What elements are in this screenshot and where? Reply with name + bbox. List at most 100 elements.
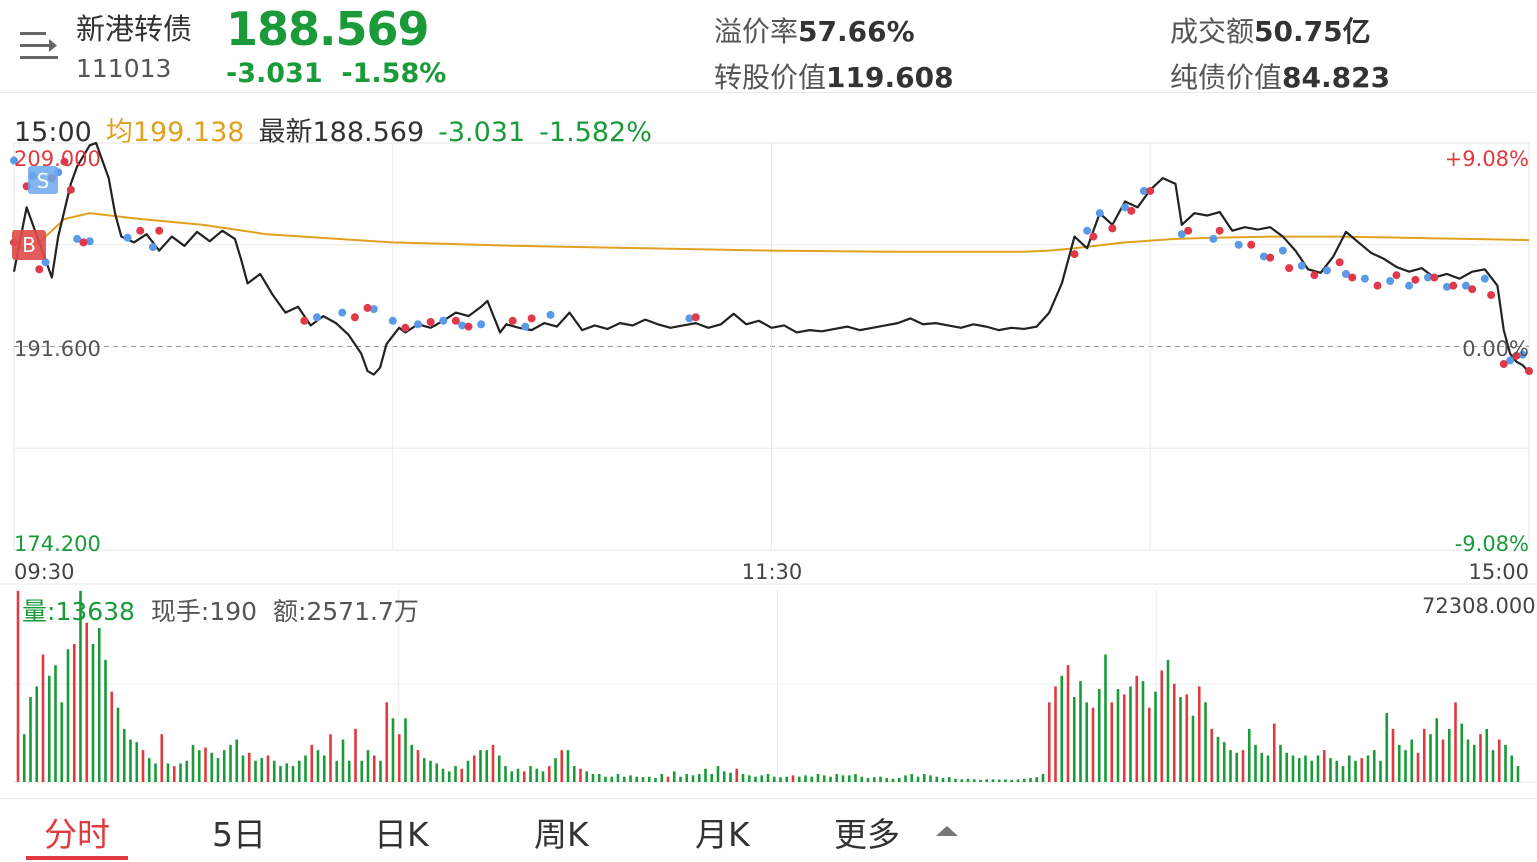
turnover: 成交额50.75亿 [1170, 10, 1371, 50]
sell-trade-point [1424, 273, 1432, 282]
volume-bar [585, 771, 589, 782]
volume-bar [172, 766, 176, 782]
volume-bar [1072, 697, 1076, 782]
volume-bar [97, 627, 101, 782]
volume-bar [1329, 758, 1332, 782]
tab-monthly-k[interactable]: 月K [695, 815, 750, 854]
volume-bar [1022, 778, 1026, 782]
volume-bar [1216, 736, 1220, 782]
volume-bar [1479, 734, 1482, 782]
volume-bar [1066, 665, 1070, 782]
tab-intraday[interactable]: 分时 [44, 815, 110, 854]
volume-bar [297, 760, 301, 782]
volume-bar [1466, 739, 1470, 782]
volume-bar [1210, 728, 1214, 782]
tabbar-divider [0, 798, 1537, 799]
buy-trade-point [508, 316, 517, 325]
volume-bar [872, 777, 876, 782]
tab-more[interactable]: 更多 [834, 815, 900, 854]
volume-bar [1304, 755, 1307, 782]
volume-bar [785, 776, 789, 782]
volume-bar [241, 755, 245, 782]
volume-bar [1041, 774, 1045, 782]
volume-bar [960, 779, 964, 782]
volume-bar [1004, 779, 1007, 782]
hand-label: 现手: [150, 597, 210, 626]
sell-trade-point [477, 320, 486, 329]
buy-trade-point [401, 323, 410, 332]
volume-bar [541, 771, 545, 782]
premium-rate: 溢价率57.66% [714, 10, 915, 50]
change-percent: -1.58% [341, 58, 447, 89]
buy-trade-point [1108, 224, 1117, 233]
expand-up-icon[interactable] [936, 826, 958, 836]
volume-bar [610, 776, 614, 782]
volume-bar [1241, 750, 1245, 782]
volume-bar [629, 775, 632, 782]
menu-icon[interactable] [18, 28, 60, 64]
volume-bar [322, 755, 326, 782]
volume-bar [647, 776, 651, 782]
volume-bar [316, 750, 320, 782]
intraday-chart[interactable]: 209.000 191.600 174.200 +9.08% 0.00% -9.… [0, 0, 1537, 798]
buy-trade-point [527, 314, 536, 323]
volume-bar [1410, 739, 1414, 782]
volume-bar [66, 649, 70, 782]
y-label-top: 209.000 [14, 147, 101, 171]
volume-bar [141, 750, 145, 782]
sell-trade-point [388, 316, 397, 325]
tab-5day[interactable]: 5日 [212, 815, 266, 854]
volume-bar [222, 750, 226, 782]
volume-bar [891, 778, 895, 782]
sell-trade-point [1461, 281, 1470, 290]
sell-trade-point [1297, 261, 1306, 270]
bond-code: 111013 [76, 54, 172, 83]
volume-bar [285, 763, 289, 782]
volume-bar [279, 766, 282, 782]
volume-bar [1235, 752, 1239, 782]
volume-bar [1166, 659, 1170, 782]
volume-bar [1197, 686, 1201, 782]
pct-label-top: +9.08% [1445, 147, 1529, 171]
buy-trade-point [1348, 273, 1357, 282]
volume-bar [1310, 760, 1314, 782]
volume-bar [335, 760, 339, 782]
volume-bar [597, 774, 601, 782]
volume-bar [1247, 728, 1251, 782]
volume-bar [685, 774, 689, 782]
volume-bar [1160, 670, 1164, 782]
x-label-open: 09:30 [14, 560, 75, 584]
buy-trade-point [1127, 206, 1136, 215]
volume-bar [1435, 718, 1439, 782]
sell-trade-point [546, 310, 555, 319]
volume-bar [329, 734, 332, 782]
price-line [12, 141, 1530, 376]
volume-bar [1504, 744, 1507, 782]
volume-bar [504, 766, 507, 782]
volume-bar [1122, 694, 1126, 782]
volume-bar [416, 750, 420, 782]
volume-bar [466, 760, 470, 782]
buy-trade-point [60, 157, 69, 166]
volume-bar [1391, 728, 1395, 782]
volume-bar [547, 766, 551, 782]
sell-trade-point [414, 320, 422, 329]
volume-bar [429, 760, 432, 782]
volume-bar [366, 750, 370, 782]
volume-bar [829, 776, 832, 782]
volume-bar [766, 774, 770, 782]
volume-bar [729, 772, 732, 782]
volume-bar [1254, 744, 1257, 782]
volume-bar [360, 760, 364, 782]
sell-trade-point [1480, 274, 1489, 283]
volume-bar [254, 760, 257, 782]
volume-bar [810, 776, 814, 782]
bond-value: 纯债价值84.823 [1170, 56, 1390, 96]
tab-daily-k[interactable]: 日K [374, 815, 429, 854]
volume-bar [516, 768, 520, 782]
tab-weekly-k[interactable]: 周K [534, 815, 589, 854]
volume-bar [472, 755, 476, 782]
vol-label: 量: [22, 597, 56, 626]
volume-bar [191, 744, 195, 782]
volume-bar [129, 739, 132, 782]
